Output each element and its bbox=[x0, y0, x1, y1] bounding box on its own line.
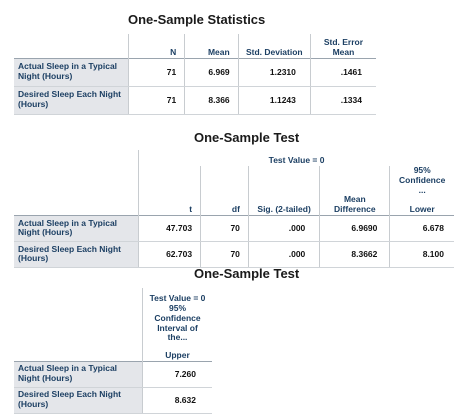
cell-n: 71 bbox=[127, 86, 185, 115]
cell-se: .1461 bbox=[309, 57, 376, 87]
one-sample-test-continued-table: Test Value = 0 95% Confidence Interval o… bbox=[14, 288, 212, 414]
ci-header: 95% Confidence ... bbox=[389, 165, 454, 196]
row-label: Actual Sleep in a Typical Night (Hours) bbox=[14, 360, 143, 388]
table1-title: One-Sample Statistics bbox=[128, 12, 266, 27]
cell-lower: 8.100 bbox=[389, 241, 454, 268]
col-mean: Mean bbox=[184, 34, 239, 58]
cell-sd: 1.2310 bbox=[237, 57, 311, 87]
col-lower: Lower bbox=[389, 195, 454, 216]
row-label: Desired Sleep Each Night (Hours) bbox=[14, 387, 143, 414]
cell-df: 70 bbox=[200, 241, 249, 268]
col-n: N bbox=[127, 34, 185, 58]
col-t: t bbox=[138, 195, 201, 216]
table-row: Actual Sleep in a Typical Night (Hours) … bbox=[14, 57, 376, 87]
cell-lower: 6.678 bbox=[389, 214, 454, 242]
cell-mean: 8.366 bbox=[184, 86, 239, 115]
test-value-header: Test Value = 0 bbox=[142, 288, 212, 304]
col-std-error-mean: Std. Error Mean bbox=[309, 34, 376, 58]
col-mean-difference: Mean Difference bbox=[319, 194, 390, 216]
cell-sd: 1.1243 bbox=[237, 86, 311, 115]
cell-df: 70 bbox=[200, 214, 249, 242]
table-row: Actual Sleep in a Typical Night (Hours) … bbox=[14, 360, 212, 388]
col-sig: Sig. (2-tailed) bbox=[247, 195, 320, 216]
corner-cell bbox=[14, 343, 143, 361]
cell-upper: 8.632 bbox=[142, 387, 212, 414]
row-label: Desired Sleep Each Night (Hours) bbox=[14, 86, 129, 115]
ci-header: 95% Confidence Interval of the... bbox=[142, 303, 212, 344]
row-label: Desired Sleep Each Night (Hours) bbox=[14, 241, 139, 268]
table-row: Desired Sleep Each Night (Hours) 8.632 bbox=[14, 387, 212, 414]
cell-t: 47.703 bbox=[138, 214, 201, 242]
corner-cell bbox=[14, 34, 128, 58]
test-value-header: Test Value = 0 bbox=[138, 150, 454, 166]
one-sample-test-table: Test Value = 0 95% Confidence ... t df S… bbox=[14, 150, 454, 268]
table-row: Desired Sleep Each Night (Hours) 71 8.36… bbox=[14, 86, 376, 115]
cell-se: .1334 bbox=[309, 86, 376, 115]
table3-title: One-Sample Test bbox=[194, 266, 300, 281]
one-sample-statistics-table: N Mean Std. Deviation Std. Error Mean Ac… bbox=[14, 34, 376, 115]
cell-mean-difference: 8.3662 bbox=[319, 241, 390, 268]
table-row: Desired Sleep Each Night (Hours) 62.703 … bbox=[14, 241, 454, 268]
cell-upper: 7.260 bbox=[142, 360, 212, 388]
table-row: Actual Sleep in a Typical Night (Hours) … bbox=[14, 214, 454, 242]
cell-t: 62.703 bbox=[138, 241, 201, 268]
col-upper: Upper bbox=[142, 343, 212, 362]
row-label: Actual Sleep in a Typical Night (Hours) bbox=[14, 57, 129, 87]
col-df: df bbox=[200, 195, 249, 216]
cell-n: 71 bbox=[127, 57, 185, 87]
cell-sig: .000 bbox=[247, 241, 320, 268]
cell-mean-difference: 6.9690 bbox=[319, 214, 390, 242]
cell-mean: 6.969 bbox=[184, 57, 239, 87]
table2-title: One-Sample Test bbox=[194, 130, 300, 145]
cell-sig: .000 bbox=[247, 214, 320, 242]
corner-cell bbox=[14, 195, 139, 215]
col-std-deviation: Std. Deviation bbox=[237, 34, 311, 58]
row-label: Actual Sleep in a Typical Night (Hours) bbox=[14, 214, 139, 242]
